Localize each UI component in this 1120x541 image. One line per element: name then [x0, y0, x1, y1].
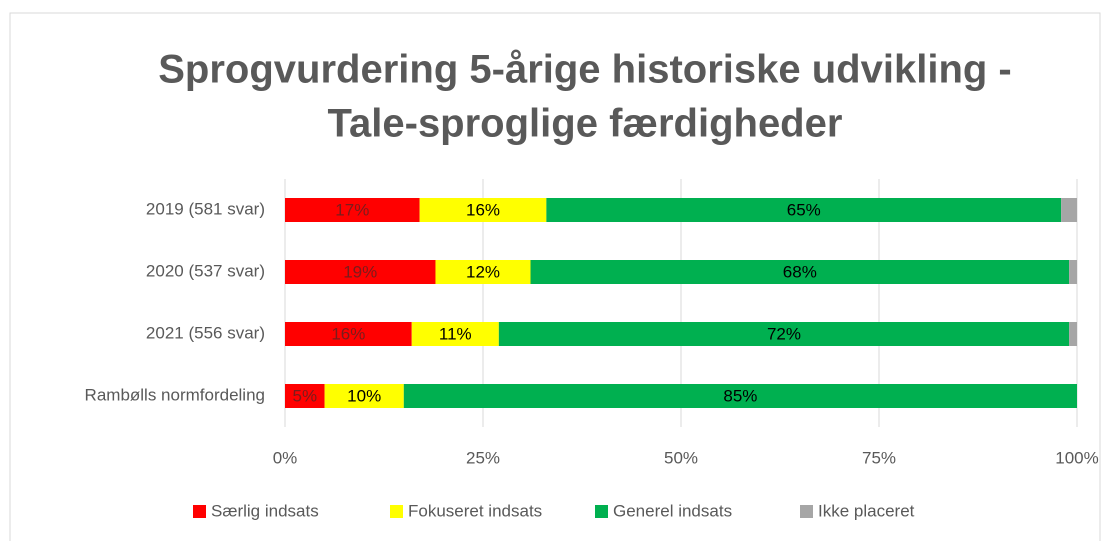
- legend-label: Fokuseret indsats: [408, 501, 542, 520]
- data-label: 16%: [331, 324, 365, 343]
- data-label: 10%: [347, 386, 381, 405]
- legend-label: Ikke placeret: [818, 501, 915, 520]
- y-tick-label: Rambølls normfordeling: [85, 385, 265, 404]
- data-label: 65%: [787, 200, 821, 219]
- data-label: 17%: [335, 200, 369, 219]
- data-label: 68%: [783, 262, 817, 281]
- x-tick-label: 50%: [664, 448, 698, 467]
- data-label: 19%: [343, 262, 377, 281]
- bar-segment: [546, 198, 1062, 222]
- bar-segment: [285, 198, 420, 222]
- bar-segment: [1069, 260, 1077, 284]
- bar-segment: [530, 260, 1070, 284]
- legend-swatch: [390, 505, 403, 518]
- bar-segment: [285, 260, 436, 284]
- x-tick-label: 75%: [862, 448, 896, 467]
- legend-swatch: [800, 505, 813, 518]
- data-label: 85%: [723, 386, 757, 405]
- bar-segment: [285, 384, 325, 408]
- bar-segment: [403, 384, 1077, 408]
- bar-segment: [435, 260, 531, 284]
- legend-swatch: [193, 505, 206, 518]
- bar-segment: [419, 198, 547, 222]
- data-label: 11%: [439, 324, 472, 343]
- x-tick-label: 100%: [1055, 448, 1098, 467]
- y-tick-label: 2020 (537 svar): [146, 261, 265, 280]
- chart-title: Sprogvurdering 5-årige historiske udvikl…: [158, 48, 1012, 92]
- y-tick-label: 2019 (581 svar): [146, 199, 265, 218]
- bar-segment: [324, 384, 404, 408]
- legend-swatch: [595, 505, 608, 518]
- bar-segment: [411, 322, 499, 346]
- data-label: 12%: [466, 262, 500, 281]
- bar-segment: [285, 322, 412, 346]
- data-label: 16%: [466, 200, 500, 219]
- x-tick-label: 0%: [273, 448, 298, 467]
- data-label: 72%: [767, 324, 801, 343]
- legend-label: Særlig indsats: [211, 501, 319, 520]
- chart-title: Tale-sproglige færdigheder: [328, 102, 843, 146]
- bar-segment: [498, 322, 1070, 346]
- bar-segment: [1069, 322, 1077, 346]
- bar-segment: [1061, 198, 1077, 222]
- x-tick-label: 25%: [466, 448, 500, 467]
- data-label: 5%: [293, 386, 318, 405]
- y-tick-label: 2021 (556 svar): [146, 323, 265, 342]
- legend-label: Generel indsats: [613, 501, 732, 520]
